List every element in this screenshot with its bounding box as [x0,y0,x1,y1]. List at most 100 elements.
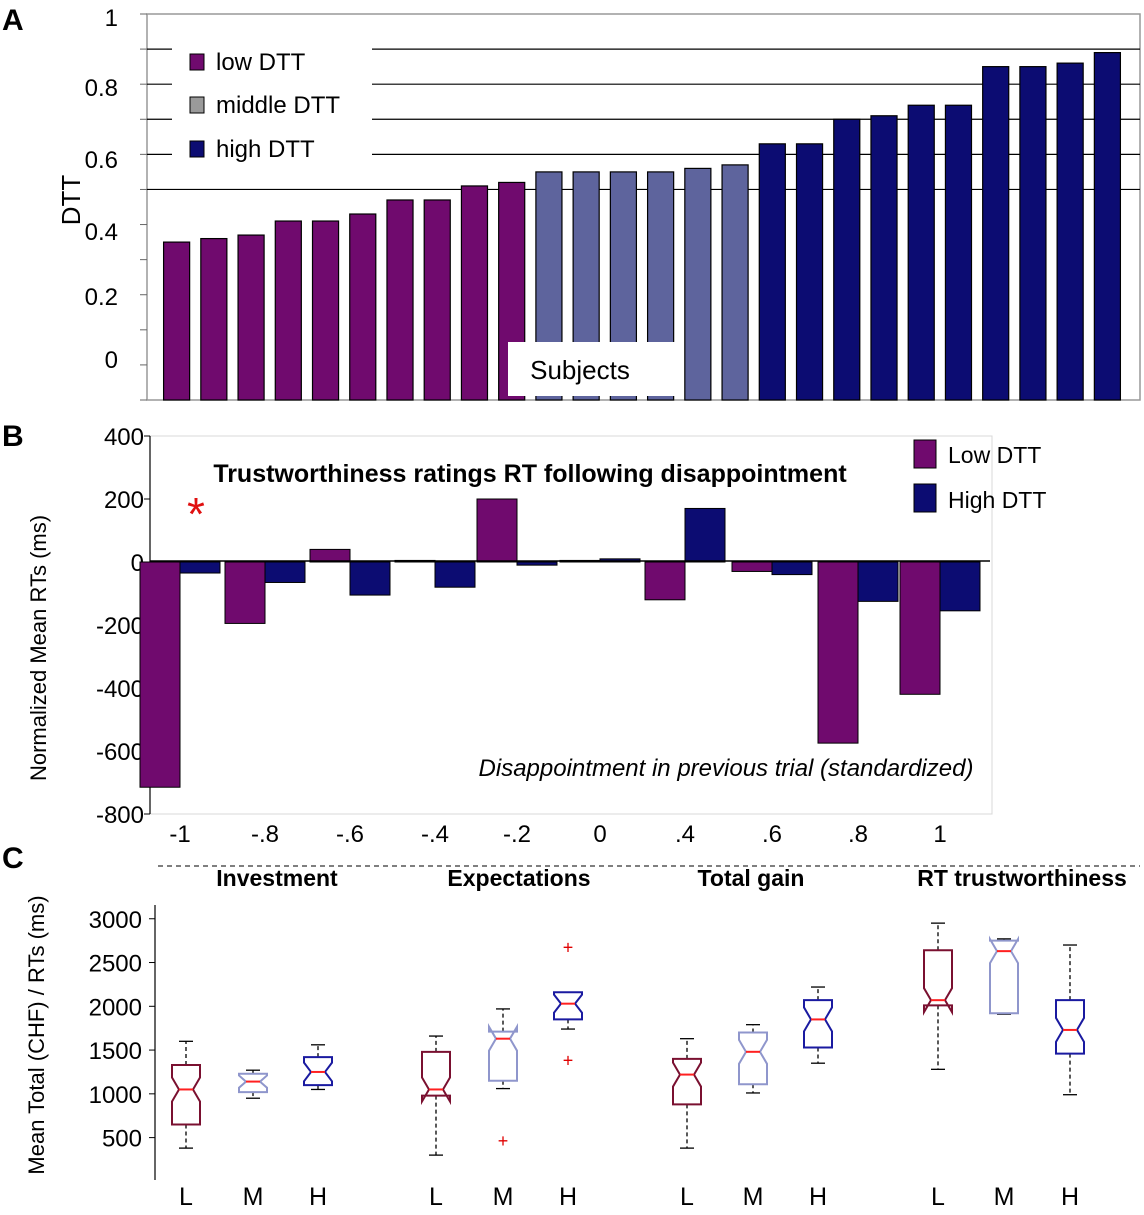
box-label: H [1061,1183,1079,1211]
y-tick-label: 1000 [89,1082,142,1109]
x-tick-label: 0 [593,821,606,848]
x-tick-label: -1 [169,821,190,848]
panel-letter-c: C [2,842,24,875]
panel-b-bar-chart: 400 200 0 -200 -400 -600 -800 -1 -.8 -.6 -.4 -.2 0 .… [26,424,1046,848]
y-tick-label: 3000 [89,907,142,934]
x-tick-label: 1 [933,821,946,848]
y-tick-label: 0.2 [85,284,118,311]
bar-high-dtt-8 [771,561,813,576]
x-tick-label: -.8 [251,821,279,848]
subjects-label-box [508,342,676,396]
bar-low-dtt-8 [731,561,773,572]
bar-high-dtt-3 [349,561,391,596]
x-tick-label: -.4 [421,821,449,848]
x-tick-label: -.2 [503,821,531,848]
bar-subject-1 [162,241,191,401]
legend-label-high: high DTT [216,136,315,163]
x-tick-label: .4 [675,821,695,848]
panel-b-x-tick-labels: -1 -.8 -.6 -.4 -.2 0 .4 .6 .8 1 [169,821,946,848]
bar-low-dtt-9 [817,561,859,744]
bar-subject-22 [944,104,973,401]
legend-label-high-dtt: High DTT [948,487,1046,513]
box-label: H [309,1183,327,1211]
notched-box [1055,999,1085,1055]
legend-swatch-low-dtt [913,439,937,469]
bar-subject-5 [311,220,340,401]
y-tick-label: 400 [104,424,144,451]
bar-subject-8 [423,199,451,401]
notched-box [553,991,583,1021]
y-tick-label: 0.4 [85,219,118,246]
bar-low-dtt-3 [309,548,351,563]
bar-subject-7 [386,199,414,401]
panel-c-boxes: L M H L + M + + H L M H L M H [171,922,1085,1211]
panel-c-y-ticks: 3000 2500 2000 1500 1000 500 [89,905,156,1180]
panel-c-y-axis-label: Mean Total (CHF) / RTs (ms) [24,895,49,1174]
notched-box [238,1072,268,1094]
box-label: M [994,1183,1015,1211]
notched-box [989,935,1019,1015]
y-tick-label: -600 [96,739,144,766]
bar-subject-3 [237,234,265,401]
x-tick-label: .6 [762,821,782,848]
bar-subject-24 [1019,66,1047,401]
panel-b-x-axis-label: Disappointment in previous trial (standa… [479,755,974,782]
notched-box [421,1050,451,1106]
panel-b-legend: Low DTT High DTT [913,439,1046,513]
panel-a-legend: low DTT middle DTT high DTT [172,36,372,166]
group-label: RT trustworthiness [917,865,1127,891]
notched-box [488,1022,518,1082]
bar-high-dtt-4 [434,561,476,588]
bar-low-dtt-5 [476,498,518,563]
box-label: H [559,1183,577,1211]
bar-subject-25 [1056,62,1084,401]
panel-a-y-axis-label: DTT [56,175,86,226]
x-tick-label: .8 [848,821,868,848]
outlier-marker: + [563,1051,574,1071]
notched-box [672,1057,702,1106]
panel-a-y-ticks: 1 0.8 0.6 0.4 0.2 0 [85,5,147,401]
legend-swatch-high-dtt [913,483,937,513]
y-tick-label: 0.8 [85,75,118,102]
legend-swatch-high [189,140,205,158]
bar-subject-26 [1093,51,1122,401]
panel-a-frame [146,13,1141,401]
group-label: Expectations [447,865,590,891]
x-tick-label: -.6 [336,821,364,848]
legend-swatch-middle [189,96,205,114]
bar-low-dtt-2 [224,561,266,624]
bar-high-dtt-2 [264,561,306,583]
panel-b-bars [139,498,981,788]
bar-subject-9 [460,185,489,401]
box-label: M [243,1183,264,1211]
notched-box [171,1063,201,1126]
legend-swatch-low [189,53,205,71]
box-label: L [179,1183,193,1211]
bar-subject-19 [833,118,861,401]
panel-b-y-axis-label: Normalized Mean RTs (ms) [26,515,51,781]
bar-subject-23 [982,66,1010,401]
y-tick-label: 2000 [89,994,142,1021]
box-label: H [809,1183,827,1211]
group-label: Investment [216,865,338,891]
bar-high-dtt-1 [179,561,221,574]
bar-subject-6 [349,213,377,401]
legend-label-low: low DTT [216,49,306,76]
box-label: L [931,1183,945,1211]
y-tick-label: -200 [96,613,144,640]
y-tick-label: 1 [105,5,118,32]
y-tick-label: -800 [96,802,144,829]
y-tick-label: 500 [102,1126,142,1153]
y-tick-label: 200 [104,487,144,514]
notched-box [923,949,953,1016]
panel-letter-a: A [2,4,24,37]
legend-label-low-dtt: Low DTT [948,442,1041,468]
legend-background [172,36,372,166]
bar-high-dtt-5 [516,561,558,566]
bar-low-dtt-7 [644,561,686,601]
bar-subject-21 [907,104,935,401]
y-tick-label: 0.6 [85,147,118,174]
group-label: Total gain [698,865,805,891]
bar-subject-20 [870,115,898,401]
